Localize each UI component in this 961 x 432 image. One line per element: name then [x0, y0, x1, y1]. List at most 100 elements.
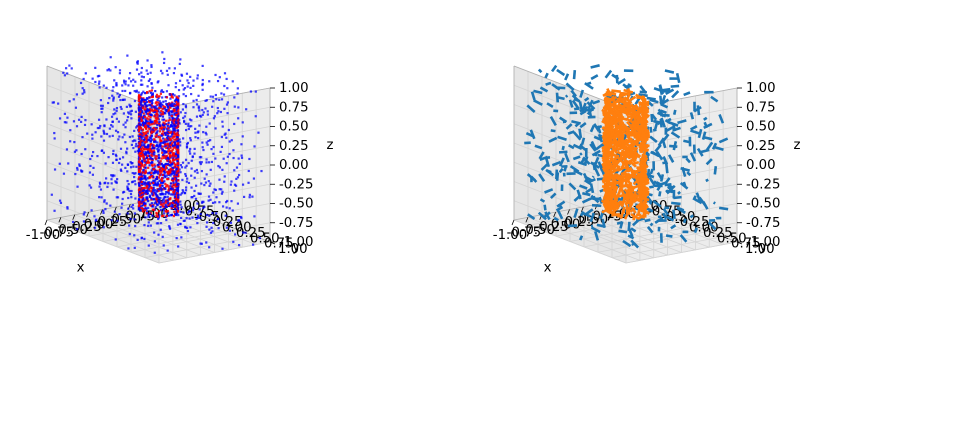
- data-point: [154, 200, 157, 204]
- data-point: [204, 99, 207, 102]
- data-point: [162, 156, 165, 160]
- data-point: [176, 117, 179, 120]
- data-point: [173, 197, 176, 200]
- data-point: [179, 58, 182, 61]
- data-point: [176, 132, 179, 135]
- data-point: [137, 107, 141, 110]
- data-point: [130, 143, 134, 146]
- vector-segment: [701, 131, 707, 140]
- data-point: [88, 171, 92, 174]
- data-point: [126, 179, 129, 183]
- data-point: [124, 141, 127, 144]
- data-point: [161, 51, 164, 54]
- data-point: [146, 85, 149, 88]
- data-point: [147, 166, 150, 169]
- data-point: [148, 188, 151, 191]
- data-point: [113, 108, 116, 111]
- x-tick-label: 0.25: [98, 215, 128, 230]
- vector-segment: [625, 117, 636, 125]
- data-point: [141, 194, 144, 197]
- data-point: [163, 187, 166, 190]
- data-point: [139, 161, 142, 165]
- data-point: [174, 129, 177, 132]
- data-point: [142, 169, 145, 172]
- data-point: [169, 167, 172, 170]
- vector-segment: [526, 173, 536, 182]
- vector-segment: [660, 113, 670, 117]
- vector-segment: [677, 119, 687, 125]
- data-point: [163, 105, 166, 109]
- data-point: [185, 217, 188, 220]
- data-point: [182, 93, 185, 96]
- data-point: [150, 181, 153, 184]
- data-point: [170, 105, 173, 108]
- vector-segment: [652, 200, 662, 208]
- data-point: [248, 193, 252, 196]
- data-point: [154, 110, 157, 114]
- data-point: [133, 246, 136, 249]
- z-tick-label: -0.25: [279, 177, 313, 192]
- vector-segment: [613, 141, 620, 146]
- data-point: [111, 134, 114, 137]
- vector-segment: [621, 122, 631, 131]
- vector-segment: [617, 99, 627, 105]
- data-point: [215, 98, 218, 101]
- data-point: [173, 175, 176, 178]
- data-point: [136, 62, 139, 65]
- vector-segment: [571, 119, 581, 125]
- data-point: [150, 154, 153, 157]
- data-point: [220, 92, 223, 95]
- vector-segment: [593, 231, 600, 241]
- data-point: [155, 118, 158, 121]
- data-point: [80, 152, 83, 156]
- vector-segment: [605, 93, 612, 97]
- data-point: [183, 115, 186, 118]
- data-point: [153, 172, 156, 175]
- data-point: [159, 142, 162, 145]
- data-point: [131, 135, 134, 138]
- data-point: [164, 140, 168, 143]
- data-point: [140, 183, 144, 186]
- data-point: [125, 150, 128, 153]
- data-point: [147, 115, 150, 118]
- vector-segment: [660, 88, 670, 94]
- data-point: [76, 168, 79, 171]
- data-point: [177, 100, 180, 103]
- data-point: [167, 104, 170, 107]
- data-point: [237, 106, 240, 109]
- data-point: [155, 96, 159, 99]
- vector-segment: [648, 176, 657, 187]
- data-point: [204, 131, 207, 134]
- data-point: [187, 127, 190, 131]
- data-point: [73, 150, 77, 153]
- data-point: [201, 88, 204, 91]
- vector-segment: [689, 214, 694, 219]
- data-point: [146, 109, 149, 112]
- data-point: [161, 205, 165, 208]
- data-point: [107, 68, 111, 71]
- data-point: [197, 130, 200, 133]
- data-point: [157, 222, 160, 225]
- data-point: [163, 138, 166, 141]
- vector-segment: [570, 89, 578, 98]
- data-point: [153, 251, 156, 254]
- data-point: [177, 122, 180, 125]
- data-point: [179, 210, 182, 213]
- data-point: [159, 134, 162, 137]
- z-tick-label: -0.25: [746, 177, 780, 192]
- vector-segment: [537, 211, 548, 221]
- data-point: [148, 212, 151, 215]
- data-point: [175, 237, 178, 240]
- data-point: [159, 196, 162, 200]
- data-point: [175, 125, 178, 128]
- data-point: [151, 128, 154, 131]
- data-point: [128, 232, 131, 236]
- data-point: [220, 188, 223, 191]
- data-point: [173, 141, 176, 144]
- data-point: [73, 140, 76, 144]
- data-point: [166, 159, 169, 162]
- data-point: [143, 237, 146, 241]
- data-point: [144, 192, 147, 195]
- data-point: [149, 157, 152, 160]
- data-point: [183, 191, 186, 195]
